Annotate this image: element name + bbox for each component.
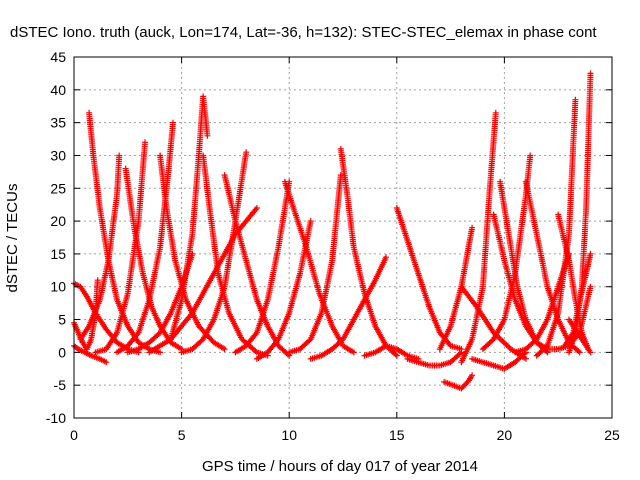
x-tick-label: 5 [178,427,186,443]
series-19-markers [307,254,389,362]
series-23 [404,349,465,369]
series-22-markers [393,205,465,353]
series-25-markers [441,372,476,392]
y-tick-label: 30 [50,147,66,163]
y-tick-label: 40 [50,82,66,98]
y-tick-label: 5 [58,312,66,328]
series-34 [533,96,579,359]
series-11-markers [167,93,211,343]
y-tick-label: 0 [58,344,66,360]
series-20 [337,145,400,359]
series-26 [458,109,499,366]
series-39 [566,316,594,356]
series-20-markers [337,145,400,359]
y-tick-label: 15 [50,246,66,262]
series-24-markers [436,224,476,353]
x-tick-label: 10 [281,427,297,443]
series-4-markers [77,152,123,343]
y-tick-label: 45 [50,49,66,65]
series-1 [71,277,101,353]
series-18 [286,172,344,356]
x-tick-label: 0 [70,427,78,443]
chart-title: dSTEC Iono. truth (auck, Lon=174, Lat=-3… [10,24,597,41]
axis-ticks: 0 5 10 15 20 25 -10 -5 0 5 10 15 20 25 30 35 40 45 [46,49,620,443]
grid [74,57,612,418]
series-15 [232,178,293,356]
series-25 [441,372,476,392]
series-4 [77,152,123,343]
series-26-markers [458,109,499,366]
y-axis-label: dSTEC / TECUs [4,184,21,293]
series-22 [393,205,465,353]
y-tick-label: 35 [50,115,66,131]
series-6 [122,165,185,353]
series-21-markers [361,342,422,362]
y-tick-label: 25 [50,180,66,196]
series-24 [436,224,476,353]
x-tick-label: 15 [389,427,405,443]
data-points [71,70,594,392]
x-tick-label: 25 [604,427,620,443]
series-19 [307,254,389,362]
series-23-markers [404,349,465,369]
y-tick-label: 10 [50,279,66,295]
series-39-markers [566,316,594,356]
series-15-markers [232,178,293,356]
y-tick-label: -10 [46,410,66,426]
series-11 [167,93,211,343]
series-16-markers [253,218,314,362]
y-tick-label: -5 [54,377,67,393]
plot-frame [73,56,613,419]
series-16 [253,218,314,362]
series-1-markers [71,277,101,353]
series-21 [361,342,422,362]
series-18-markers [286,172,344,356]
series-28 [469,349,529,372]
x-tick-label: 20 [497,427,513,443]
y-tick-label: 20 [50,213,66,229]
x-axis-label: GPS time / hours of day 017 of year 2014 [202,458,478,475]
series-34-markers [533,96,579,359]
series-28-markers [469,349,529,372]
series-6-markers [122,165,185,353]
